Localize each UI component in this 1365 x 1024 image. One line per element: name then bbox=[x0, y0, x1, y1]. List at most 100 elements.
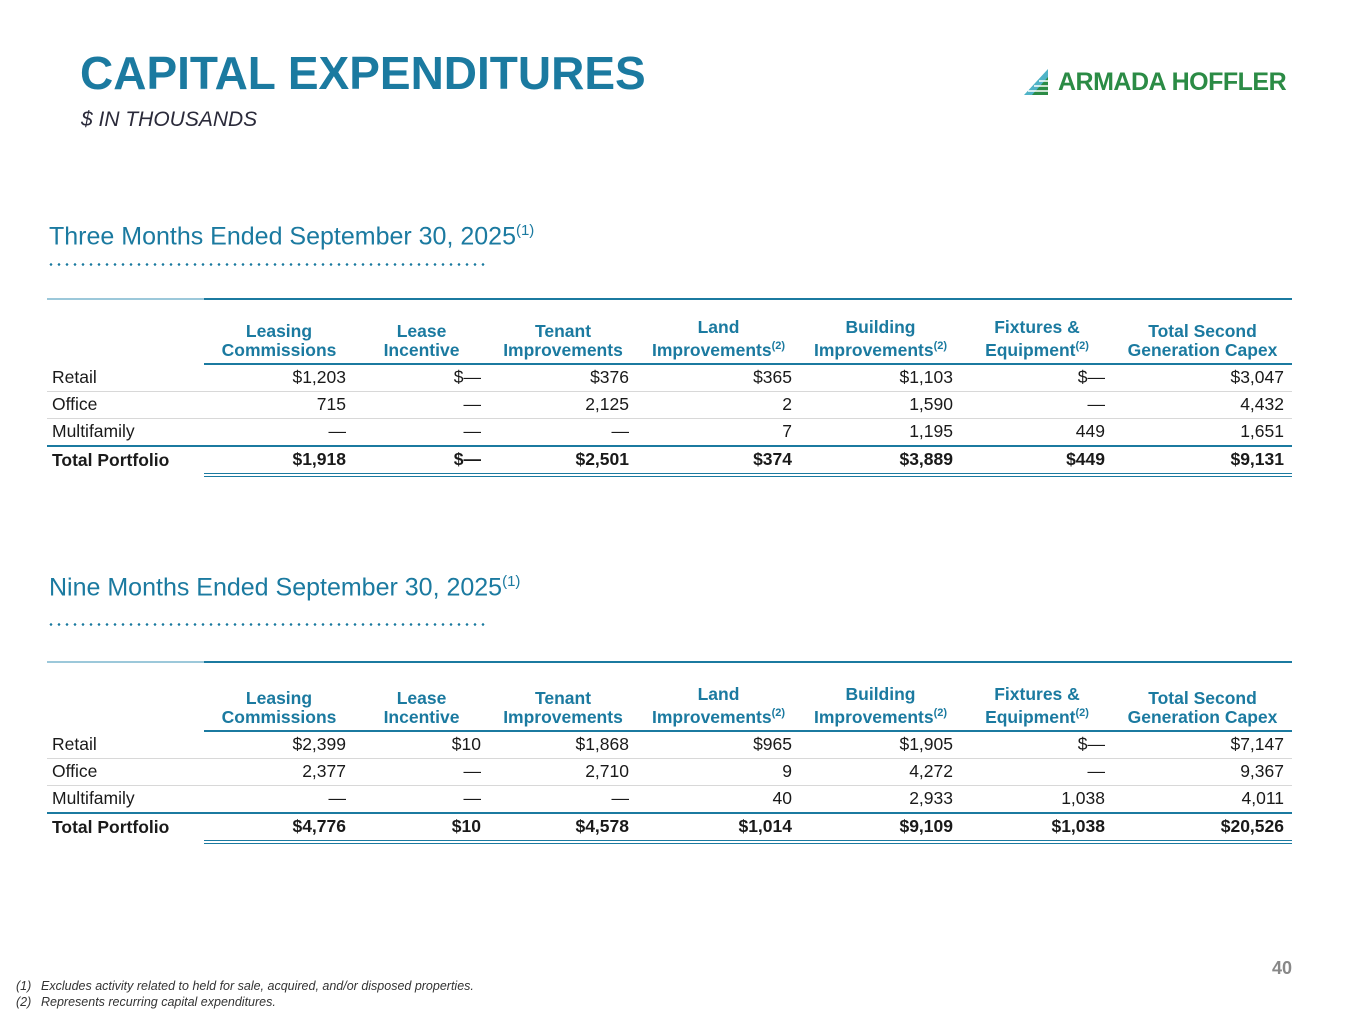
column-header: Building Improvements(2) bbox=[800, 685, 961, 732]
table-top-rule bbox=[47, 298, 1292, 300]
section-title-text: Three Months Ended September 30, 2025 bbox=[49, 222, 516, 251]
table-cell: $2,399 bbox=[204, 730, 354, 759]
table-cell: $9,131 bbox=[1113, 445, 1292, 477]
header-blank bbox=[47, 318, 204, 364]
dotted-divider bbox=[47, 623, 487, 626]
footnote: (1) Excludes activity related to held for… bbox=[16, 979, 474, 995]
table-cell: — bbox=[204, 418, 354, 447]
table-top-rule-accent bbox=[47, 661, 204, 663]
row-label: Retail bbox=[47, 730, 204, 759]
column-header: Tenant Improvements bbox=[489, 685, 637, 732]
table-cell: 715 bbox=[204, 391, 354, 419]
page-number: 40 bbox=[1272, 958, 1293, 978]
table-cell: $— bbox=[354, 445, 489, 477]
total-row: Total Portfolio $1,918 $— $2,501 $374 $3… bbox=[47, 445, 1292, 477]
section-title-nine-months: Nine Months Ended September 30, 2025(1) bbox=[49, 573, 520, 602]
table-cell: $10 bbox=[354, 812, 489, 844]
table-cell: $3,047 bbox=[1113, 363, 1292, 392]
table-cell: 1,651 bbox=[1113, 418, 1292, 447]
table-cell: 7 bbox=[637, 418, 800, 447]
column-header: Lease Incentive bbox=[354, 318, 489, 365]
column-header: Land Improvements(2) bbox=[637, 318, 800, 365]
footnote-text: Excludes activity related to held for sa… bbox=[41, 979, 474, 993]
table-cell: $— bbox=[961, 730, 1113, 759]
table-cell: $1,918 bbox=[204, 445, 354, 477]
row-label: Office bbox=[47, 758, 204, 786]
footnote-text: Represents recurring capital expenditure… bbox=[41, 994, 276, 1009]
header-blank bbox=[47, 685, 204, 731]
page-title: CAPITAL EXPENDITURES bbox=[80, 47, 646, 99]
table-cell: $374 bbox=[637, 445, 800, 477]
total-row: Total Portfolio $4,776 $10 $4,578 $1,014… bbox=[47, 812, 1292, 844]
row-label: Multifamily bbox=[47, 785, 204, 814]
table-cell: — bbox=[204, 785, 354, 814]
table-row: Office 715 — 2,125 2 1,590 — 4,432 bbox=[47, 391, 1292, 419]
footnote-mark: (1) bbox=[16, 979, 32, 993]
table-cell: 4,272 bbox=[800, 758, 961, 786]
table-top-rule bbox=[47, 661, 1292, 663]
table-row: Multifamily — — — 7 1,195 449 1,651 bbox=[47, 418, 1292, 447]
row-label: Total Portfolio bbox=[52, 817, 170, 838]
column-header: Total Second Generation Capex bbox=[1113, 685, 1292, 732]
table-cell: $10 bbox=[354, 730, 489, 759]
table-cell: 1,038 bbox=[961, 785, 1113, 814]
table-cell: — bbox=[354, 418, 489, 447]
column-header: Total Second Generation Capex bbox=[1113, 318, 1292, 365]
table-cell: — bbox=[354, 758, 489, 786]
table-cell: $4,578 bbox=[489, 812, 637, 844]
table-cell: — bbox=[489, 785, 637, 814]
company-logo: ARMADA HOFFLER bbox=[1022, 62, 1287, 102]
table-cell: — bbox=[354, 391, 489, 419]
table-cell: $1,038 bbox=[961, 812, 1113, 844]
capex-table-three-months: Leasing Commissions Lease Incentive Tenant… bbox=[47, 318, 1292, 477]
table-cell: $9,109 bbox=[800, 812, 961, 844]
logo-text: ARMADA HOFFLER bbox=[1058, 67, 1287, 96]
table-cell: $365 bbox=[637, 363, 800, 392]
table-cell: 2,710 bbox=[489, 758, 637, 786]
page-subtitle: $ IN THOUSANDS bbox=[81, 108, 258, 131]
column-header: Building Improvements(2) bbox=[800, 318, 961, 365]
table-cell: $965 bbox=[637, 730, 800, 759]
row-label: Multifamily bbox=[47, 418, 204, 447]
table-cell: $1,014 bbox=[637, 812, 800, 844]
column-header: Fixtures & Equipment(2) bbox=[961, 318, 1113, 365]
row-label: Total Portfolio bbox=[52, 450, 170, 471]
table-cell: 9,367 bbox=[1113, 758, 1292, 786]
table-cell: 2,933 bbox=[800, 785, 961, 814]
footnote-mark: (2) bbox=[16, 994, 32, 1009]
table-cell: $7,147 bbox=[1113, 730, 1292, 759]
table-row: Multifamily — — — 40 2,933 1,038 4,011 bbox=[47, 785, 1292, 814]
table-cell: $376 bbox=[489, 363, 637, 392]
column-header: Lease Incentive bbox=[354, 685, 489, 732]
armada-hoffler-logo-icon bbox=[1024, 69, 1054, 95]
column-header: Leasing Commissions bbox=[204, 685, 354, 732]
table-cell: 1,195 bbox=[800, 418, 961, 447]
row-label: Retail bbox=[47, 363, 204, 392]
dotted-divider bbox=[47, 263, 487, 266]
section-title-three-months: Three Months Ended September 30, 2025(1) bbox=[49, 222, 534, 251]
table-header-row: Leasing Commissions Lease Incentive Tenant… bbox=[47, 318, 1292, 365]
table-cell: $1,203 bbox=[204, 363, 354, 392]
table-cell: $1,905 bbox=[800, 730, 961, 759]
section-title-footnote-mark: (1) bbox=[515, 222, 535, 239]
table-row: Office 2,377 — 2,710 9 4,272 — 9,367 bbox=[47, 758, 1292, 786]
table-cell: 1,590 bbox=[800, 391, 961, 419]
section-title-text: Nine Months Ended September 30, 2025 bbox=[49, 573, 503, 602]
table-cell: $449 bbox=[961, 445, 1113, 477]
table-cell: $4,776 bbox=[204, 812, 354, 844]
table-cell: 2,125 bbox=[489, 391, 637, 419]
table-header-row: Leasing Commissions Lease Incentive Tenant… bbox=[47, 685, 1292, 732]
table-cell: $1,868 bbox=[489, 730, 637, 759]
table-cell: — bbox=[489, 418, 637, 447]
table-row: Retail $1,203 $— $376 $365 $1,103 $— $3,… bbox=[47, 363, 1292, 392]
table-cell: $1,103 bbox=[800, 363, 961, 392]
column-header: Fixtures & Equipment(2) bbox=[961, 685, 1113, 732]
table-cell: — bbox=[354, 785, 489, 814]
table-cell: 2,377 bbox=[204, 758, 354, 786]
table-cell: — bbox=[961, 391, 1113, 419]
column-header: Tenant Improvements bbox=[489, 318, 637, 365]
table-cell: 9 bbox=[637, 758, 800, 786]
table-cell: $2,501 bbox=[489, 445, 637, 477]
row-label: Office bbox=[47, 391, 204, 419]
table-cell: $20,526 bbox=[1113, 812, 1292, 844]
